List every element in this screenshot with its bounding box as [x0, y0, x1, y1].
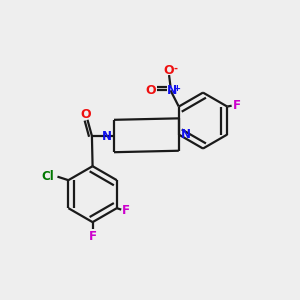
Text: O: O [81, 108, 91, 121]
Text: F: F [232, 99, 241, 112]
Text: F: F [88, 230, 97, 243]
Text: N: N [167, 84, 177, 97]
Text: N: N [102, 130, 112, 142]
Text: Cl: Cl [42, 170, 55, 183]
Text: N: N [181, 128, 191, 141]
Text: -: - [173, 64, 178, 74]
Text: +: + [173, 83, 181, 92]
Text: O: O [146, 84, 156, 97]
Text: O: O [164, 64, 174, 77]
Text: F: F [122, 204, 130, 217]
